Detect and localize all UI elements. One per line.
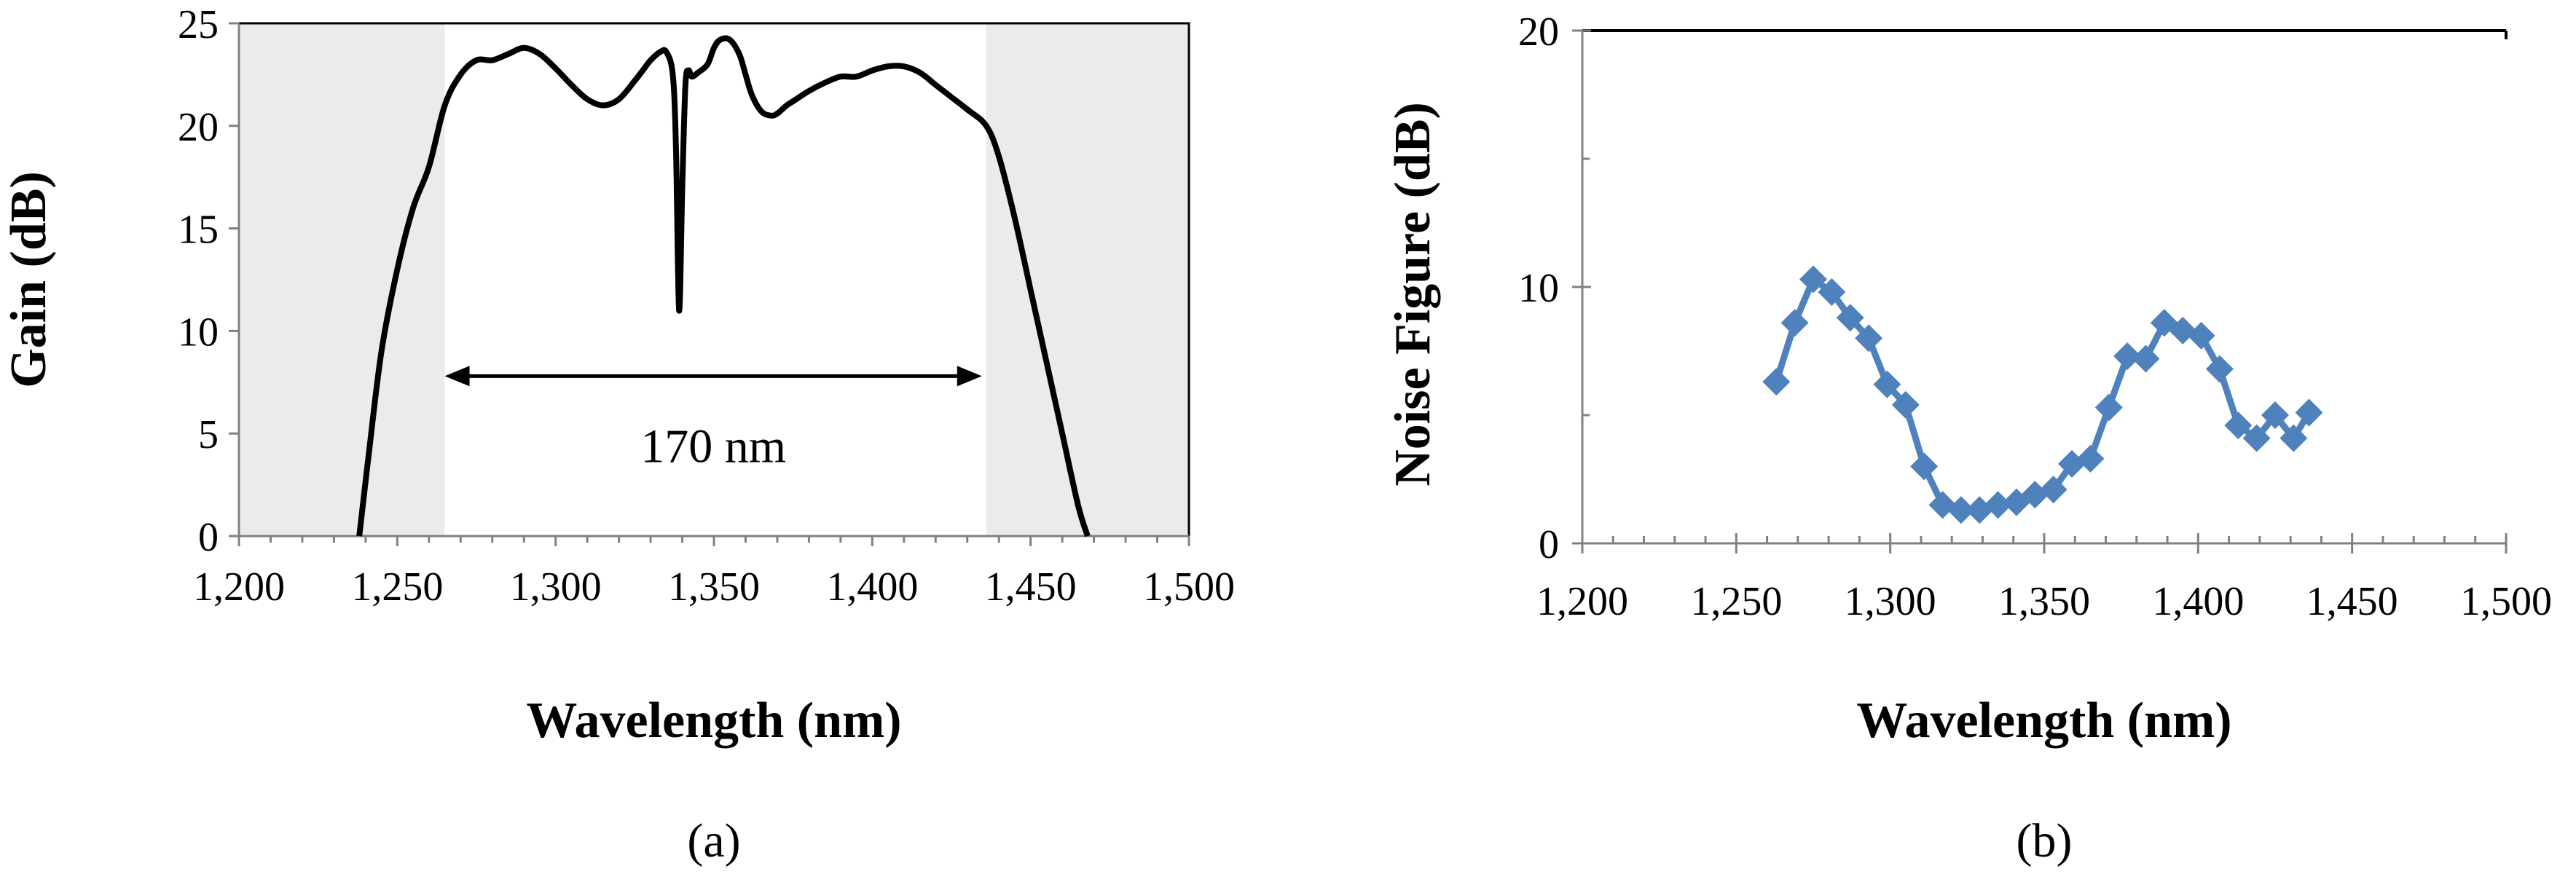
chart-a-y-axis-title: Gain (dB) — [1, 171, 57, 388]
chart-b-caption: (b) — [2017, 814, 2073, 867]
chart-a-x-tick-label: 1,300 — [510, 564, 602, 610]
chart-b-y-axis-title: Noise Figure (dB) — [1385, 102, 1441, 487]
chart-b-x-tick-label: 1,200 — [1536, 579, 1628, 624]
chart-b-data-point — [1818, 278, 1846, 307]
chart-b-data-point — [2261, 401, 2289, 429]
chart-b-data-point — [2076, 444, 2105, 473]
chart-b-x-tick-label: 1,450 — [2306, 579, 2398, 624]
chart-b-data-point — [2094, 393, 2123, 422]
chart-b-data-point — [2132, 345, 2160, 373]
chart-b-data-point — [1762, 368, 1791, 396]
chart-b-data-point — [1799, 265, 1827, 294]
chart-b-data-point — [2224, 412, 2253, 440]
chart-a-span-label: 170 nm — [640, 420, 786, 473]
chart-b-data-point — [2279, 424, 2308, 452]
chart-a-y-tick-label: 5 — [198, 412, 219, 457]
chart-b-data-point — [1947, 496, 1975, 524]
chart-b-x-tick-label: 1,400 — [2152, 579, 2244, 624]
chart-b-y-tick-label: 0 — [1539, 522, 1559, 567]
chart-a-y-tick-label: 0 — [198, 515, 219, 560]
chart-a-shaded-region — [239, 23, 445, 536]
chart-a-x-tick-label: 1,250 — [351, 564, 443, 610]
chart-b-data-point — [1984, 491, 2012, 519]
chart-a-y-tick-label: 25 — [178, 2, 219, 47]
chart-a-shaded-region — [986, 23, 1189, 536]
chart-b-data-point — [1780, 309, 1809, 337]
chart-b-data-point — [1910, 452, 1939, 481]
chart-b-data-point — [2295, 398, 2323, 427]
chart-b-data-point — [1873, 370, 1901, 398]
chart-a-y-tick-label: 15 — [178, 208, 219, 253]
chart-b: 1,200 1,250 1,300 1,350 1,400 1,450 1,500 0 10 20… — [1385, 9, 2552, 867]
chart-a-series-gain-line — [356, 35, 1091, 538]
chart-a-caption: (a) — [687, 814, 740, 867]
chart-b-x-tick-label: 1,250 — [1690, 579, 1782, 624]
chart-b-data-point — [1836, 304, 1864, 332]
chart-b-data-point — [2242, 424, 2271, 452]
chart-a-x-tick-label: 1,450 — [985, 564, 1077, 610]
chart-b-x-tick-label: 1,350 — [1998, 579, 2090, 624]
chart-a-span-arrow-left-head — [444, 366, 470, 387]
chart-b-data-point — [1855, 324, 1883, 353]
chart-a-x-tick-label: 1,200 — [193, 564, 285, 610]
chart-a-span-arrow-right-head — [957, 366, 982, 387]
chart-b-data-point — [2205, 355, 2234, 383]
chart-b-data-point — [1891, 390, 1920, 419]
chart-b-data-point — [2039, 476, 2068, 504]
chart-b-y-tick-label: 10 — [1518, 266, 1559, 311]
chart-a-x-axis-title: Wavelength (nm) — [526, 693, 901, 749]
chart-a: 1,200 1,250 1,300 1,350 1,400 1,450 1,500 0 5 10 1… — [1, 2, 1235, 867]
chart-a-x-tick-label: 1,500 — [1143, 564, 1235, 610]
chart-b-x-axis-title: Wavelength (nm) — [1856, 693, 2231, 749]
chart-b-data-point — [2113, 342, 2142, 371]
chart-b-y-tick-label: 20 — [1518, 9, 1559, 55]
chart-a-x-tick-label: 1,350 — [668, 564, 760, 610]
chart-a-y-tick-label: 20 — [178, 105, 219, 150]
chart-a-x-tick-label: 1,400 — [826, 564, 918, 610]
chart-b-x-tick-label: 1,500 — [2460, 579, 2552, 624]
chart-b-data-point — [2187, 321, 2215, 350]
chart-a-y-tick-label: 10 — [178, 310, 219, 355]
chart-b-x-tick-label: 1,300 — [1845, 579, 1936, 624]
